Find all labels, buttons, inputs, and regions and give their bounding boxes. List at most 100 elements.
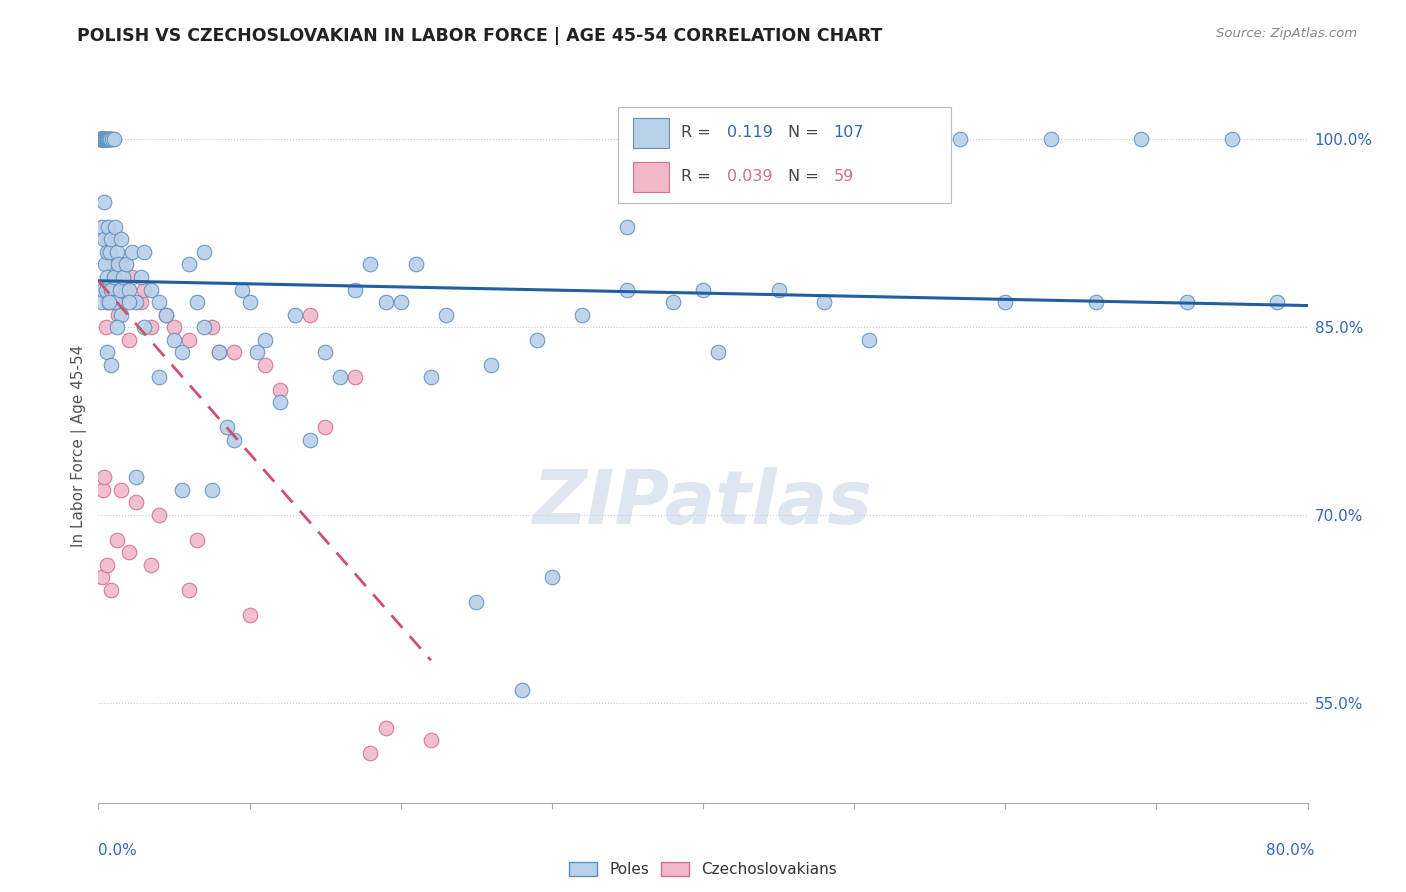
Point	[90, 132, 112, 146]
Point	[98, 295, 121, 310]
Point	[246, 345, 269, 359]
Point	[91, 132, 114, 146]
Point	[94, 132, 117, 146]
Point	[93, 132, 115, 146]
Point	[949, 132, 972, 146]
Point	[201, 483, 224, 497]
Point	[97, 244, 120, 259]
Point	[420, 370, 443, 384]
Point	[94, 132, 117, 146]
Point	[96, 132, 118, 146]
Point	[110, 257, 132, 271]
Point	[299, 308, 322, 322]
Text: Source: ZipAtlas.com: Source: ZipAtlas.com	[1216, 27, 1357, 40]
Text: ZIPatlas: ZIPatlas	[533, 467, 873, 540]
Point	[114, 283, 136, 297]
Point	[98, 132, 121, 146]
Point	[96, 270, 118, 285]
Point	[707, 345, 730, 359]
Point	[132, 244, 155, 259]
Point	[93, 132, 115, 146]
Point	[858, 333, 880, 347]
Point	[100, 283, 122, 297]
Point	[96, 295, 118, 310]
Point	[93, 470, 115, 484]
Point	[526, 333, 548, 347]
Point	[91, 483, 114, 497]
Point	[91, 570, 114, 584]
Point	[107, 257, 129, 271]
Point	[186, 295, 208, 310]
Point	[94, 132, 117, 146]
Point	[540, 570, 562, 584]
Point	[103, 270, 125, 285]
Point	[118, 283, 141, 297]
Point	[465, 595, 488, 609]
Point	[768, 283, 790, 297]
Point	[193, 320, 215, 334]
Point	[121, 270, 143, 285]
Point	[239, 607, 262, 622]
Text: 0.119: 0.119	[727, 125, 773, 140]
Point	[96, 244, 118, 259]
Point	[98, 132, 121, 146]
Point	[208, 345, 231, 359]
Point	[1039, 132, 1062, 146]
Point	[111, 270, 134, 285]
Y-axis label: In Labor Force | Age 45-54: In Labor Force | Age 45-54	[72, 345, 87, 547]
Point	[97, 219, 120, 234]
Point	[121, 244, 143, 259]
Point	[98, 244, 121, 259]
Point	[118, 295, 141, 310]
Text: N =: N =	[787, 169, 824, 185]
Point	[1130, 132, 1153, 146]
Point	[118, 333, 141, 347]
Point	[110, 308, 132, 322]
Point	[101, 257, 124, 271]
Point	[155, 308, 177, 322]
Point	[163, 320, 186, 334]
Point	[148, 508, 170, 522]
Point	[299, 433, 322, 447]
Point	[510, 683, 533, 698]
Point	[90, 132, 112, 146]
Point	[91, 132, 114, 146]
Point	[105, 320, 128, 334]
Point	[98, 295, 121, 310]
Point	[93, 132, 115, 146]
Point	[98, 132, 121, 146]
Point	[148, 295, 170, 310]
Text: 0.039: 0.039	[727, 169, 773, 185]
Point	[96, 558, 118, 572]
Point	[374, 295, 396, 310]
Point	[94, 320, 117, 334]
Text: 0.0%: 0.0%	[98, 843, 138, 858]
Point	[141, 558, 163, 572]
Point	[186, 533, 208, 547]
Point	[661, 295, 683, 310]
Point	[148, 370, 170, 384]
Point	[344, 283, 367, 297]
Point	[1220, 132, 1243, 146]
Point	[170, 345, 193, 359]
Point	[284, 308, 307, 322]
Point	[179, 333, 201, 347]
Point	[103, 132, 125, 146]
Point	[105, 533, 128, 547]
Point	[389, 295, 412, 310]
Point	[107, 308, 129, 322]
Point	[101, 132, 124, 146]
Point	[94, 257, 117, 271]
Point	[344, 370, 367, 384]
Point	[100, 232, 122, 246]
Point	[132, 283, 155, 297]
Text: 59: 59	[834, 169, 853, 185]
Point	[96, 132, 118, 146]
Point	[193, 244, 215, 259]
Point	[314, 420, 336, 434]
Point	[239, 295, 262, 310]
FancyBboxPatch shape	[633, 118, 669, 147]
Text: R =: R =	[682, 169, 716, 185]
Point	[179, 257, 201, 271]
Point	[163, 333, 186, 347]
